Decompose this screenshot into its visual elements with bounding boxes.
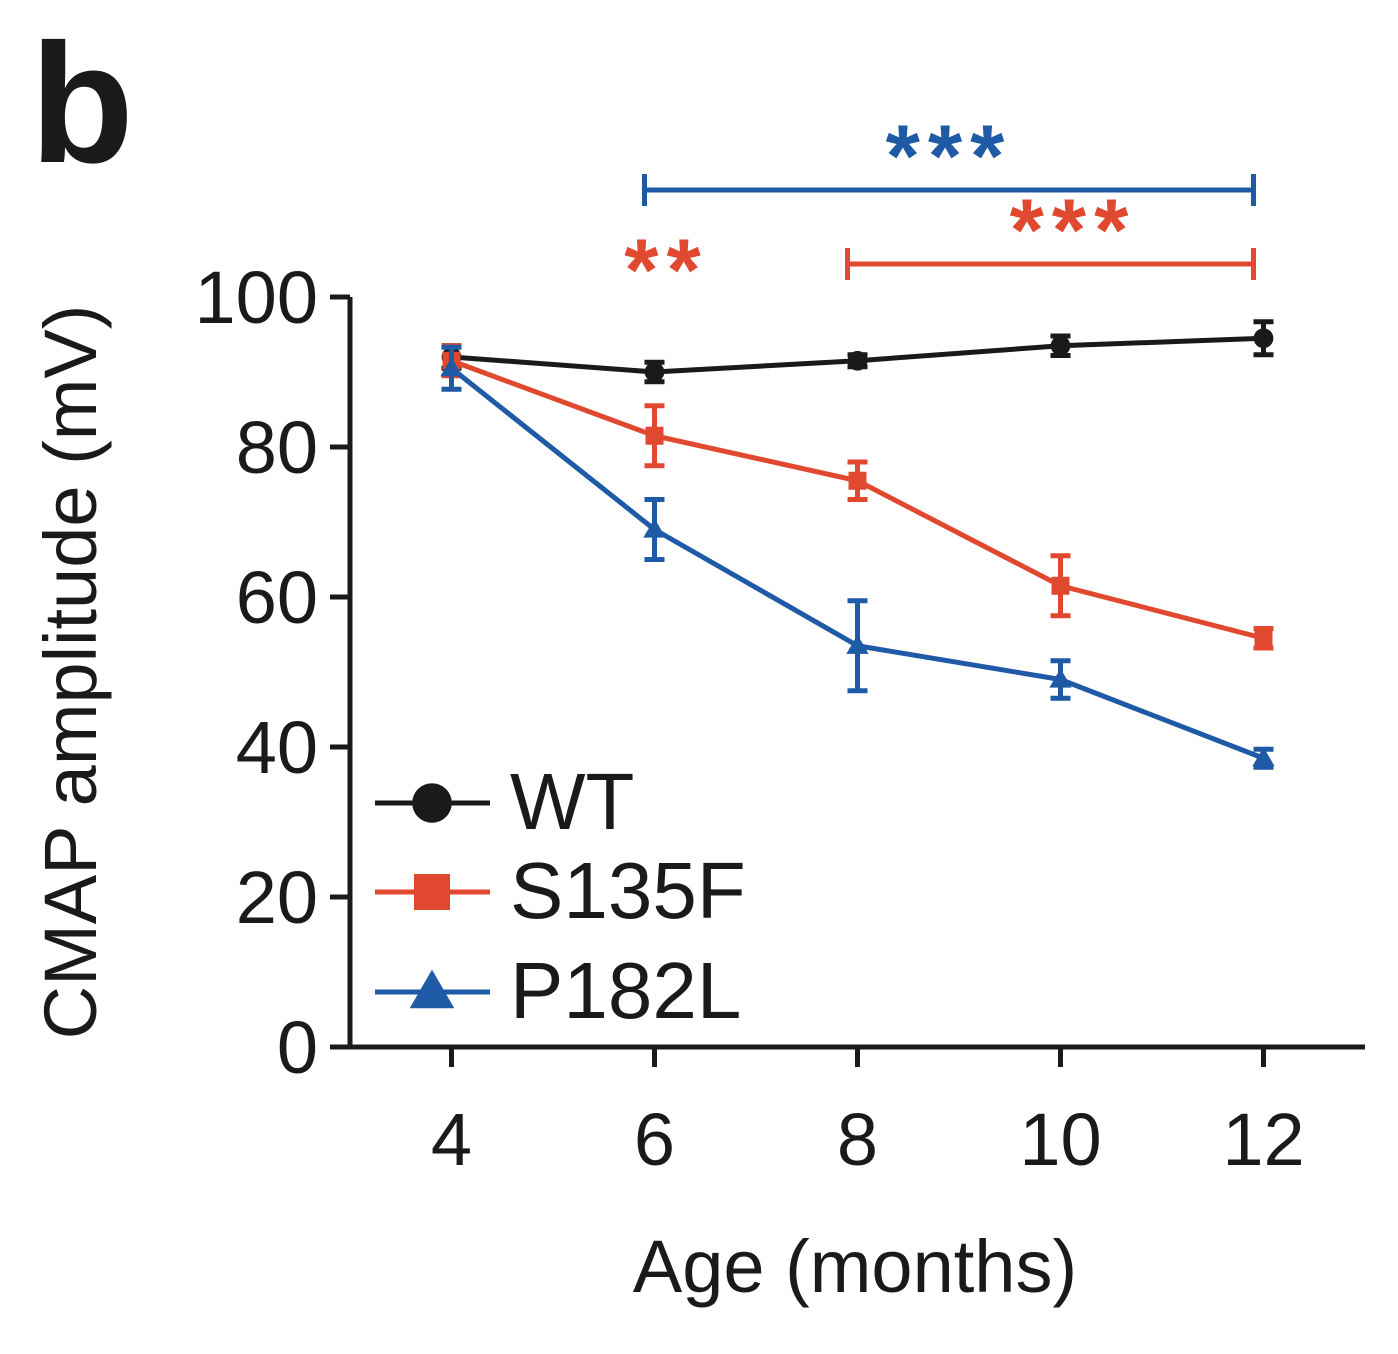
data-point	[414, 874, 450, 910]
data-point	[1050, 335, 1071, 356]
x-tick-label: 8	[837, 1098, 878, 1181]
data-point	[409, 969, 455, 1009]
data-point	[440, 357, 463, 377]
series-line	[449, 366, 1265, 761]
significance-annotations: ********	[624, 106, 1256, 319]
x-tick-label: 6	[634, 1098, 675, 1181]
axes: 0 20 40 60 80 100 4 6 8 10 12	[195, 256, 1365, 1181]
data-point	[848, 471, 867, 490]
x-axis-label: Age (months)	[633, 1225, 1077, 1308]
y-axis-label: CMAP amplitude (mV)	[29, 305, 112, 1040]
legend-label: P182L	[510, 946, 741, 1035]
data-point	[645, 426, 664, 445]
data-point	[847, 350, 868, 371]
panel-label: b	[30, 9, 134, 199]
data-point	[1253, 328, 1274, 349]
data-point	[643, 518, 666, 538]
x-tick-label: 10	[1019, 1098, 1101, 1181]
data-point	[846, 634, 869, 654]
legend-label: S135F	[510, 846, 746, 935]
y-tick-label: 0	[277, 1006, 318, 1089]
data-point	[1049, 668, 1072, 688]
data-point	[412, 783, 452, 823]
y-tick-label: 20	[236, 856, 318, 939]
data-point	[1254, 629, 1273, 648]
significance-label: ***	[886, 106, 1013, 205]
legend-item-s135f: S135F	[375, 846, 746, 935]
legend-item-p182l: P182L	[375, 946, 741, 1035]
x-tick-label: 4	[431, 1098, 472, 1181]
series-p182l	[440, 344, 1275, 770]
y-tick-label: 100	[195, 256, 318, 339]
series-layer	[440, 319, 1275, 770]
data-point	[1252, 747, 1275, 767]
y-tick-label: 60	[236, 556, 318, 639]
legend-label: WT	[510, 757, 634, 846]
y-tick-label: 40	[236, 706, 318, 789]
data-point	[644, 362, 665, 382]
significance-label: **	[624, 220, 709, 319]
series-wt	[441, 319, 1274, 385]
data-point	[1051, 576, 1070, 595]
legend-item-wt: WT	[375, 757, 634, 846]
y-tick-label: 80	[236, 406, 318, 489]
x-tick-label: 12	[1222, 1098, 1304, 1181]
significance-label: ***	[1010, 180, 1137, 279]
